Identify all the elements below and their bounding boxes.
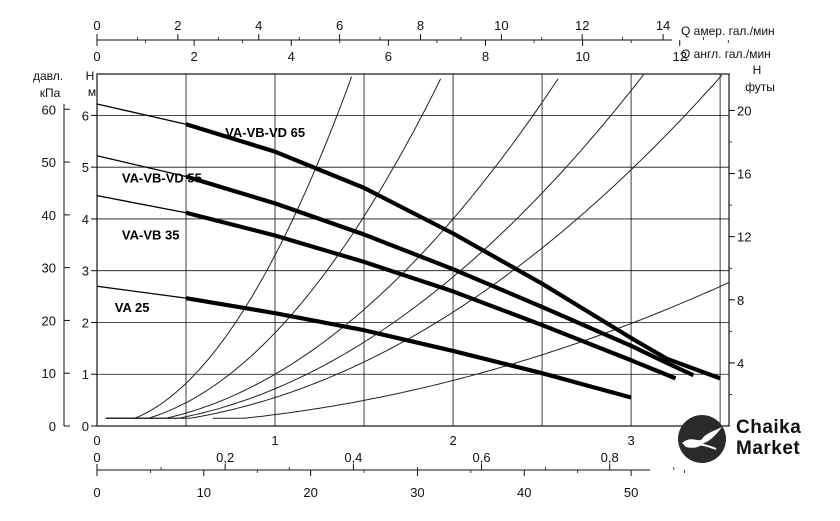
series-line (185, 210, 677, 381)
kpa-tick-label: 10 (42, 366, 56, 381)
series-label: VA-VB 35 (122, 228, 180, 243)
x-tick-label: 1 (271, 433, 278, 448)
kpa-tick-label: 40 (42, 208, 56, 223)
imp-gpm-tick-label: 6 (385, 49, 392, 64)
series-line-thin (96, 103, 187, 125)
system-curve (105, 78, 559, 419)
kpa-axis-label: давл. (33, 69, 63, 83)
us-gpm-tick-label: 6 (336, 18, 343, 33)
ft-tick-label: 8 (737, 293, 744, 308)
kpa-tick-label: 20 (42, 313, 56, 328)
ft-tick-label: 12 (737, 230, 751, 245)
lmin-tick-label: 40 (517, 485, 531, 500)
plot-frame (96, 73, 730, 427)
m-tick-label: 3 (82, 264, 89, 279)
us-gpm-tick-label: 12 (575, 18, 589, 33)
system-curve (105, 74, 723, 419)
lmin-tick-label: 50 (624, 485, 638, 500)
ft-tick-label: 20 (737, 103, 751, 118)
imp-gpm-unit-label: Q англ. гал./мин (681, 47, 771, 61)
m-axis-unit: м (88, 85, 96, 99)
us-gpm-tick-label: 2 (174, 18, 181, 33)
ft-axis-unit: футы (745, 80, 775, 94)
x-tick-label: 2 (449, 433, 456, 448)
logo-line-1: Chaika (736, 417, 802, 438)
system-curves (105, 74, 730, 419)
pump-curves (96, 103, 721, 400)
logo-text: Chaika Market (736, 417, 801, 459)
ls-tick-label: 0 (93, 450, 100, 465)
m-tick-label: 0 (82, 419, 89, 434)
series-line (185, 296, 632, 400)
kpa-axis-unit: кПа (40, 86, 61, 100)
m-tick-label: 6 (82, 108, 89, 123)
system-curve (212, 282, 730, 419)
us-gpm-tick-label: 14 (656, 18, 670, 33)
axes (63, 34, 735, 476)
us-gpm-tick-label: 8 (417, 18, 424, 33)
m-tick-label: 1 (82, 367, 89, 382)
us-gpm-tick-label: 4 (255, 18, 262, 33)
lmin-tick-label: 20 (303, 485, 317, 500)
ls-tick-label: 0,4 (344, 450, 362, 465)
ft-tick-label: 4 (737, 356, 744, 371)
seagull-icon (678, 415, 726, 463)
imp-gpm-tick-label: 4 (288, 49, 295, 64)
system-curve (105, 74, 644, 419)
ft-axis-label: H (753, 63, 762, 77)
us-gpm-tick-label: 0 (93, 18, 100, 33)
kpa-tick-label: 60 (42, 102, 56, 117)
m-tick-label: 2 (82, 315, 89, 330)
m-tick-label: 5 (82, 160, 89, 175)
series-label: VA-VB-VD 65 (225, 125, 305, 140)
x-tick-label: 3 (627, 433, 634, 448)
series-line (185, 174, 695, 378)
system-curve (105, 76, 353, 419)
logo-line-2: Market (736, 438, 801, 459)
ls-tick-label: 0,6 (473, 450, 491, 465)
imp-gpm-tick-label: 2 (191, 49, 198, 64)
chaika-market-logo: Chaika Market (676, 409, 836, 469)
series-label: VA-VB-VD 55 (122, 171, 202, 186)
series-line (185, 122, 721, 381)
m-axis-label: H (86, 69, 95, 83)
imp-gpm-tick-label: 12 (672, 49, 686, 64)
series-label: VA 25 (115, 300, 150, 315)
imp-gpm-tick-label: 10 (575, 49, 589, 64)
kpa-tick-label: 0 (49, 419, 56, 434)
lmin-tick-label: 0 (93, 485, 100, 500)
kpa-tick-label: 30 (42, 261, 56, 276)
kpa-tick-label: 50 (42, 155, 56, 170)
ls-tick-label: 0,2 (216, 450, 234, 465)
m-tick-label: 4 (82, 212, 89, 227)
us-gpm-unit-label: Q амер. гал./мин (681, 24, 775, 38)
lmin-tick-label: 30 (410, 485, 424, 500)
series-line-thin (96, 195, 187, 214)
x-tick-label: 0 (93, 433, 100, 448)
series-line-thin (96, 285, 187, 299)
lmin-tick-label: 10 (197, 485, 211, 500)
ls-tick-label: 0,8 (601, 450, 619, 465)
system-curve (105, 78, 442, 419)
ft-tick-label: 16 (737, 167, 751, 182)
imp-gpm-tick-label: 8 (482, 49, 489, 64)
series-line-thin (96, 155, 187, 178)
us-gpm-tick-label: 10 (494, 18, 508, 33)
imp-gpm-tick-label: 0 (93, 49, 100, 64)
